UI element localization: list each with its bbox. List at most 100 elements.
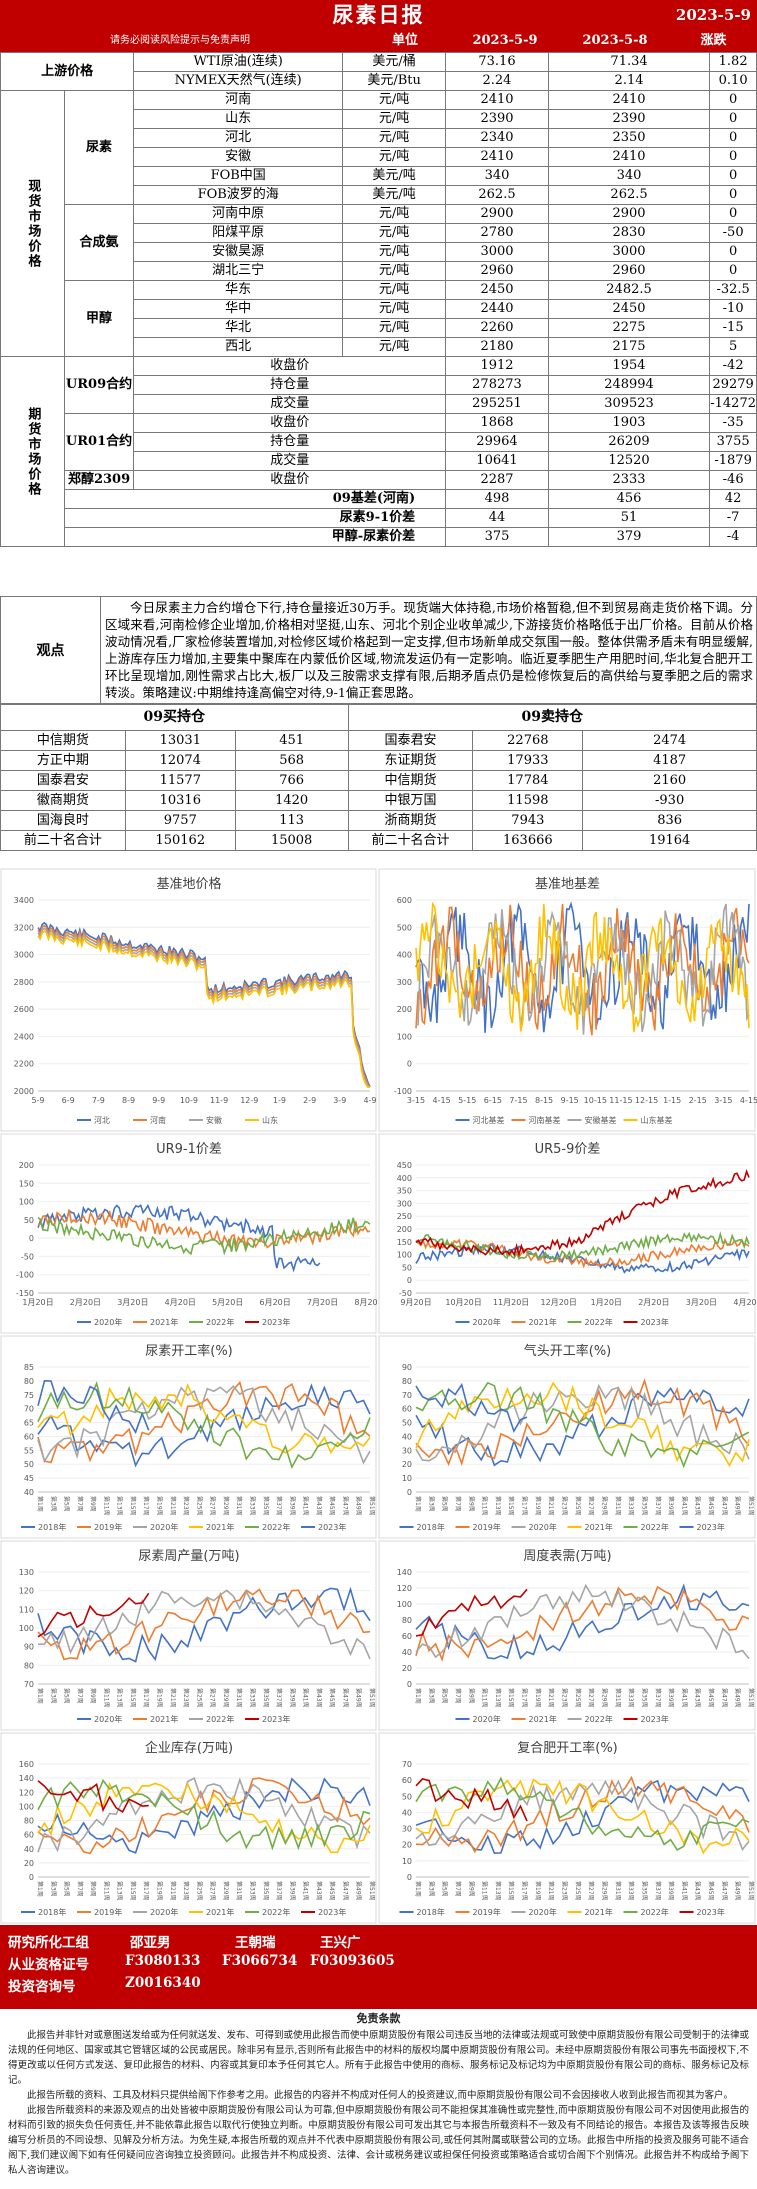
legend-entry: 2018年 <box>417 1907 445 1917</box>
y-tick-label: 0 <box>407 1680 412 1689</box>
x-tick-label: 第3周 <box>427 1496 435 1512</box>
x-tick-label: 第27周 <box>209 1688 217 1708</box>
item-name: 华中 <box>133 299 344 319</box>
item-change: 0 <box>709 109 757 129</box>
y-tick-label: 600 <box>397 896 412 905</box>
chart-ur59-svg: UR5-9价差 450 400 350 300 250 200 150 100 50 0 -509月2… <box>378 1133 757 1334</box>
chart-op: 尿素开工率(%) 85 80 75 70 65 60 55 50 45 40 第1周 第3周 第5周 第7周… <box>0 1335 378 1540</box>
item-value-d1: 498 <box>445 489 549 509</box>
x-tick-label: 12月20日 <box>541 1298 577 1307</box>
legend-entry: 2020年 <box>150 1522 178 1532</box>
chart-prod-svg: 尿素周产量(万吨)130120110100908070第1周 第3周 第5周 第7周第… <box>0 1540 377 1731</box>
legend-entry: 2023年 <box>697 1907 725 1917</box>
item-change: 42 <box>709 489 757 509</box>
y-tick-label: 60 <box>24 1432 34 1441</box>
y-tick-label: 110 <box>19 1605 34 1614</box>
x-tick-label: 6-15 <box>484 1096 502 1105</box>
x-tick-label: 第7周 <box>76 1688 84 1704</box>
chart-title: 气头开工率(%) <box>524 1343 612 1359</box>
x-tick-label: 第51周 <box>747 1688 755 1708</box>
y-tick-label: 2200 <box>14 1060 34 1069</box>
chart-dem: 周度表需(万吨) 140 120 100 80 60 40 20 0 第1周 第3周 第5周 第7周 第9… <box>378 1540 757 1732</box>
x-tick-label: 4-15 <box>740 1096 757 1105</box>
position-value: 17784 <box>472 770 584 791</box>
y-tick-label: 3400 <box>14 896 34 905</box>
chart-title: 复合肥开工率(%) <box>517 1740 618 1756</box>
x-tick-label: 第31周 <box>235 1881 243 1901</box>
view-section: 观点 今日尿素主力合约增仓下行,持仓量接近30万手。现货端大体持稳,市场价格暂稳… <box>0 596 757 704</box>
y-tick-label: 65 <box>24 1419 34 1428</box>
x-tick-label: 第49周 <box>734 1881 742 1901</box>
series-line <box>37 1592 150 1638</box>
item-name: WTI原油(连续) <box>133 52 344 72</box>
broker-name: 前二十名合计 <box>347 830 474 851</box>
x-tick-label: 第25周 <box>195 1496 203 1516</box>
qual-1: F3080133 <box>125 1953 201 1969</box>
series-line <box>37 1379 150 1435</box>
x-tick-label: 第45周 <box>328 1496 336 1516</box>
item-unit: 元/吨 <box>342 90 447 110</box>
y-tick-label: 80 <box>24 1817 34 1826</box>
x-tick-label: 第47周 <box>720 1496 728 1516</box>
y-tick-label: -100 <box>394 1087 412 1096</box>
legend-entry: 2020年 <box>473 1714 501 1724</box>
y-tick-label: 40 <box>402 1808 412 1817</box>
series-line <box>37 1780 149 1814</box>
y-tick-label: 0 <box>29 1234 34 1243</box>
position-change: 568 <box>234 750 349 771</box>
y-tick-label: 55 <box>24 1446 34 1455</box>
y-tick-label: 100 <box>397 1251 412 1260</box>
x-tick-label: 2-9 <box>303 1096 316 1105</box>
x-tick-label: 第45周 <box>707 1881 715 1901</box>
item-unit: 元/吨 <box>342 261 447 281</box>
x-tick-label: 第27周 <box>587 1688 595 1708</box>
x-tick-label: 第45周 <box>328 1881 336 1901</box>
item-name: NYMEX天然气(连续) <box>133 71 344 91</box>
item-value-d2: 2175 <box>547 337 711 357</box>
x-tick-label: 第41周 <box>302 1881 310 1901</box>
x-tick-label: 第45周 <box>707 1688 715 1708</box>
legend-entry: 2021年 <box>585 1522 613 1532</box>
x-tick-label: 第11周 <box>481 1688 489 1708</box>
x-tick-label: 第5周 <box>441 1688 449 1704</box>
series-line <box>415 1588 528 1637</box>
item-value-d1: 2.24 <box>445 71 549 91</box>
item-value-d2: 248994 <box>547 375 711 395</box>
item-change: 3755 <box>709 432 757 452</box>
legend-entry: 2020年 <box>94 1317 122 1327</box>
y-tick-label: 20 <box>402 1664 412 1673</box>
x-tick-label: 第21周 <box>547 1496 555 1516</box>
chart-ur91: UR9-1价差 200 150 100 50 0 -50 -100 -150 1月20日 2月20日… <box>0 1133 378 1335</box>
x-tick-label: 第25周 <box>195 1688 203 1708</box>
position-change: 15008 <box>234 830 349 851</box>
item-value-d1: 375 <box>445 527 549 547</box>
broker-name: 中银万国 <box>347 790 474 811</box>
x-tick-label: 第13周 <box>116 1496 124 1516</box>
chart-comp: 复合肥开工率(%) 70 60 50 40 30 20 10 0 第1周 第3周 第5周 第7周 第9周第… <box>378 1732 757 1925</box>
footer-org: 研究所化工组 <box>8 1935 89 1951</box>
spot-label: 现货市场价格 <box>0 90 65 357</box>
x-tick-label: 第37周 <box>275 1496 283 1516</box>
legend-entry: 安徽 <box>206 1115 222 1125</box>
chart-inv: 企业库存(万吨) 160 140 120 100 80 60 40 20 0 第1周 第3周 第5周 第7… <box>0 1732 378 1925</box>
item-unit: 元/吨 <box>342 109 447 129</box>
y-tick-label: 40 <box>24 1845 34 1854</box>
chart-title: UR9-1价差 <box>156 1142 222 1157</box>
legend-entry: 2023年 <box>641 1317 669 1327</box>
zc-label: 郑醇2309 <box>63 470 135 490</box>
x-tick-label: 第37周 <box>275 1688 283 1708</box>
legend-entry: 2019年 <box>473 1907 501 1917</box>
x-tick-label: 第33周 <box>627 1881 635 1901</box>
x-tick-label: 4-9 <box>363 1096 376 1105</box>
x-tick-label: 第49周 <box>734 1688 742 1708</box>
col-unit-header: 单位 <box>391 33 418 48</box>
view-text: 今日尿素主力合约增仓下行,持仓量接近30万手。现货端大体持稳,市场价格暂稳,但不… <box>105 600 753 700</box>
report-title-bar: 尿素日报 2023-5-9 <box>0 0 757 30</box>
item-value-d1: 44 <box>445 508 549 528</box>
x-tick-label: 第7周 <box>454 1688 462 1704</box>
table-header-bar: 请务必阅读风险提示与免责声明 单位 2023-5-9 2023-5-8 涨跌 <box>0 30 757 52</box>
item-change: -32.5 <box>709 280 757 300</box>
y-tick-label: 3000 <box>14 951 34 960</box>
item-name: FOB波罗的海 <box>133 185 344 205</box>
